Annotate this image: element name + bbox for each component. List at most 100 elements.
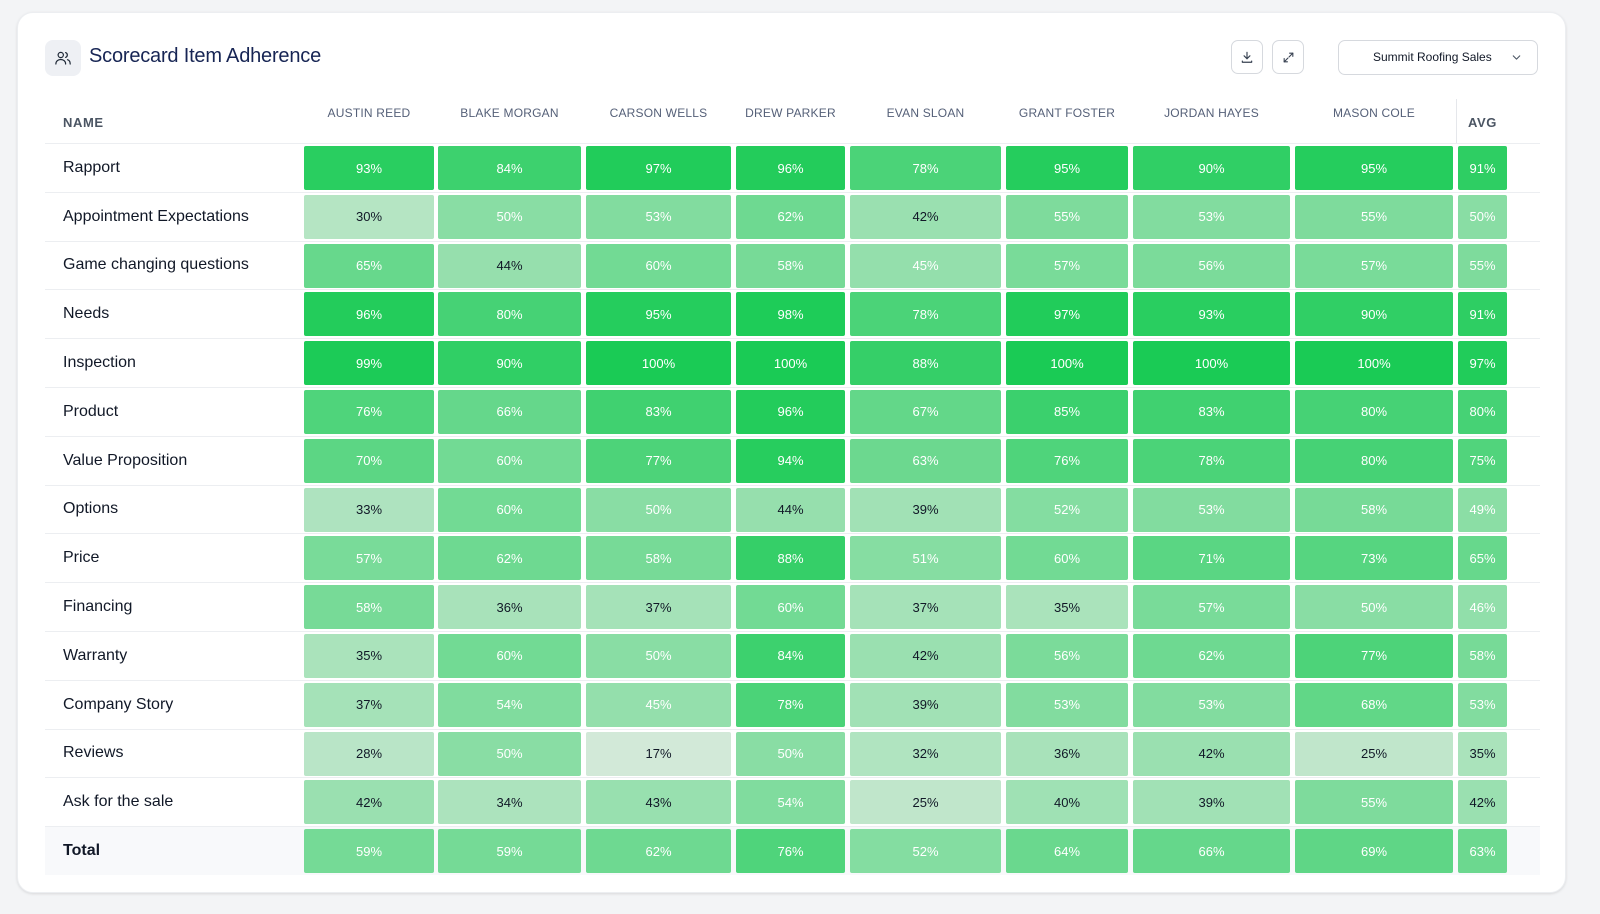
score-cell[interactable]: 54% xyxy=(438,682,581,727)
avg-cell[interactable]: 91% xyxy=(1458,292,1507,337)
score-cell[interactable]: 65% xyxy=(304,243,434,288)
score-cell[interactable]: 50% xyxy=(586,487,731,532)
score-cell[interactable]: 58% xyxy=(1295,487,1453,532)
score-cell[interactable]: 99% xyxy=(304,341,434,386)
score-cell[interactable]: 67% xyxy=(850,389,1001,434)
score-cell[interactable]: 80% xyxy=(1295,389,1453,434)
score-cell[interactable]: 97% xyxy=(586,146,731,190)
score-cell[interactable]: 50% xyxy=(736,731,845,776)
score-cell[interactable]: 63% xyxy=(850,438,1001,483)
avg-column-header[interactable]: AVG xyxy=(1467,114,1497,130)
download-button[interactable] xyxy=(1231,40,1263,74)
score-cell[interactable]: 62% xyxy=(1133,633,1290,678)
rep-column-header[interactable]: AUSTIN REED xyxy=(327,106,411,120)
avg-cell[interactable]: 97% xyxy=(1458,341,1507,386)
rep-column-header[interactable]: DREW PARKER xyxy=(745,106,836,120)
score-cell[interactable]: 76% xyxy=(1006,438,1128,483)
score-cell[interactable]: 39% xyxy=(850,682,1001,727)
rep-column-header[interactable]: GRANT FOSTER xyxy=(1018,106,1116,120)
score-cell[interactable]: 71% xyxy=(1133,536,1290,581)
avg-cell[interactable]: 35% xyxy=(1458,731,1507,776)
score-cell[interactable]: 80% xyxy=(438,292,581,337)
score-cell[interactable]: 30% xyxy=(304,194,434,239)
score-cell[interactable]: 100% xyxy=(1295,341,1453,386)
avg-cell[interactable]: 58% xyxy=(1458,633,1507,678)
score-cell[interactable]: 58% xyxy=(586,536,731,581)
score-cell[interactable]: 56% xyxy=(1133,243,1290,288)
score-cell[interactable]: 60% xyxy=(438,438,581,483)
score-cell[interactable]: 57% xyxy=(1295,243,1453,288)
score-cell[interactable]: 42% xyxy=(850,194,1001,239)
avg-cell[interactable]: 49% xyxy=(1458,487,1507,532)
score-cell[interactable]: 53% xyxy=(586,194,731,239)
score-cell[interactable]: 39% xyxy=(1133,780,1290,825)
score-cell[interactable]: 94% xyxy=(736,438,845,483)
score-cell[interactable]: 100% xyxy=(1133,341,1290,386)
score-cell[interactable]: 33% xyxy=(304,487,434,532)
score-cell[interactable]: 39% xyxy=(850,487,1001,532)
score-cell[interactable]: 78% xyxy=(1133,438,1290,483)
score-cell[interactable]: 52% xyxy=(1006,487,1128,532)
score-cell[interactable]: 95% xyxy=(586,292,731,337)
score-cell[interactable]: 90% xyxy=(438,341,581,386)
rep-column-header[interactable]: BLAKE MORGAN xyxy=(460,106,559,120)
score-cell[interactable]: 100% xyxy=(736,341,845,386)
score-cell[interactable]: 70% xyxy=(304,438,434,483)
score-cell[interactable]: 95% xyxy=(1295,146,1453,190)
score-cell[interactable]: 54% xyxy=(736,780,845,825)
rep-column-header[interactable]: JORDAN HAYES xyxy=(1164,106,1259,120)
avg-cell[interactable]: 55% xyxy=(1458,243,1507,288)
score-cell[interactable]: 57% xyxy=(304,536,434,581)
score-cell[interactable]: 50% xyxy=(1295,585,1453,630)
score-cell[interactable]: 50% xyxy=(438,194,581,239)
score-cell[interactable]: 62% xyxy=(586,829,731,874)
score-cell[interactable]: 60% xyxy=(736,585,845,630)
avg-cell[interactable]: 65% xyxy=(1458,536,1507,581)
score-cell[interactable]: 66% xyxy=(438,389,581,434)
score-cell[interactable]: 62% xyxy=(736,194,845,239)
score-cell[interactable]: 93% xyxy=(1133,292,1290,337)
score-cell[interactable]: 44% xyxy=(438,243,581,288)
score-cell[interactable]: 88% xyxy=(850,341,1001,386)
rep-column-header[interactable]: MASON COLE xyxy=(1332,106,1415,120)
score-cell[interactable]: 35% xyxy=(1006,585,1128,630)
score-cell[interactable]: 60% xyxy=(1006,536,1128,581)
score-cell[interactable]: 25% xyxy=(850,780,1001,825)
score-cell[interactable]: 37% xyxy=(850,585,1001,630)
score-cell[interactable]: 95% xyxy=(1006,146,1128,190)
score-cell[interactable]: 42% xyxy=(850,633,1001,678)
score-cell[interactable]: 62% xyxy=(438,536,581,581)
score-cell[interactable]: 90% xyxy=(1295,292,1453,337)
score-cell[interactable]: 55% xyxy=(1295,194,1453,239)
avg-cell[interactable]: 80% xyxy=(1458,389,1507,434)
score-cell[interactable]: 78% xyxy=(850,292,1001,337)
score-cell[interactable]: 36% xyxy=(438,585,581,630)
score-cell[interactable]: 100% xyxy=(586,341,731,386)
score-cell[interactable]: 35% xyxy=(304,633,434,678)
team-select[interactable]: Summit Roofing Sales xyxy=(1338,40,1538,75)
score-cell[interactable]: 43% xyxy=(586,780,731,825)
score-cell[interactable]: 28% xyxy=(304,731,434,776)
score-cell[interactable]: 73% xyxy=(1295,536,1453,581)
rep-column-header[interactable]: CARSON WELLS xyxy=(609,106,708,120)
score-cell[interactable]: 51% xyxy=(850,536,1001,581)
score-cell[interactable]: 34% xyxy=(438,780,581,825)
score-cell[interactable]: 60% xyxy=(438,633,581,678)
score-cell[interactable]: 96% xyxy=(304,292,434,337)
score-cell[interactable]: 53% xyxy=(1133,194,1290,239)
score-cell[interactable]: 60% xyxy=(438,487,581,532)
score-cell[interactable]: 57% xyxy=(1006,243,1128,288)
expand-button[interactable] xyxy=(1272,40,1304,74)
name-column-header[interactable]: NAME xyxy=(63,114,104,130)
avg-cell[interactable]: 46% xyxy=(1458,585,1507,630)
avg-cell[interactable]: 91% xyxy=(1458,146,1507,190)
score-cell[interactable]: 90% xyxy=(1133,146,1290,190)
score-cell[interactable]: 84% xyxy=(736,633,845,678)
score-cell[interactable]: 42% xyxy=(304,780,434,825)
score-cell[interactable]: 76% xyxy=(736,829,845,874)
score-cell[interactable]: 52% xyxy=(850,829,1001,874)
score-cell[interactable]: 69% xyxy=(1295,829,1453,874)
score-cell[interactable]: 98% xyxy=(736,292,845,337)
score-cell[interactable]: 53% xyxy=(1133,487,1290,532)
score-cell[interactable]: 77% xyxy=(1295,633,1453,678)
